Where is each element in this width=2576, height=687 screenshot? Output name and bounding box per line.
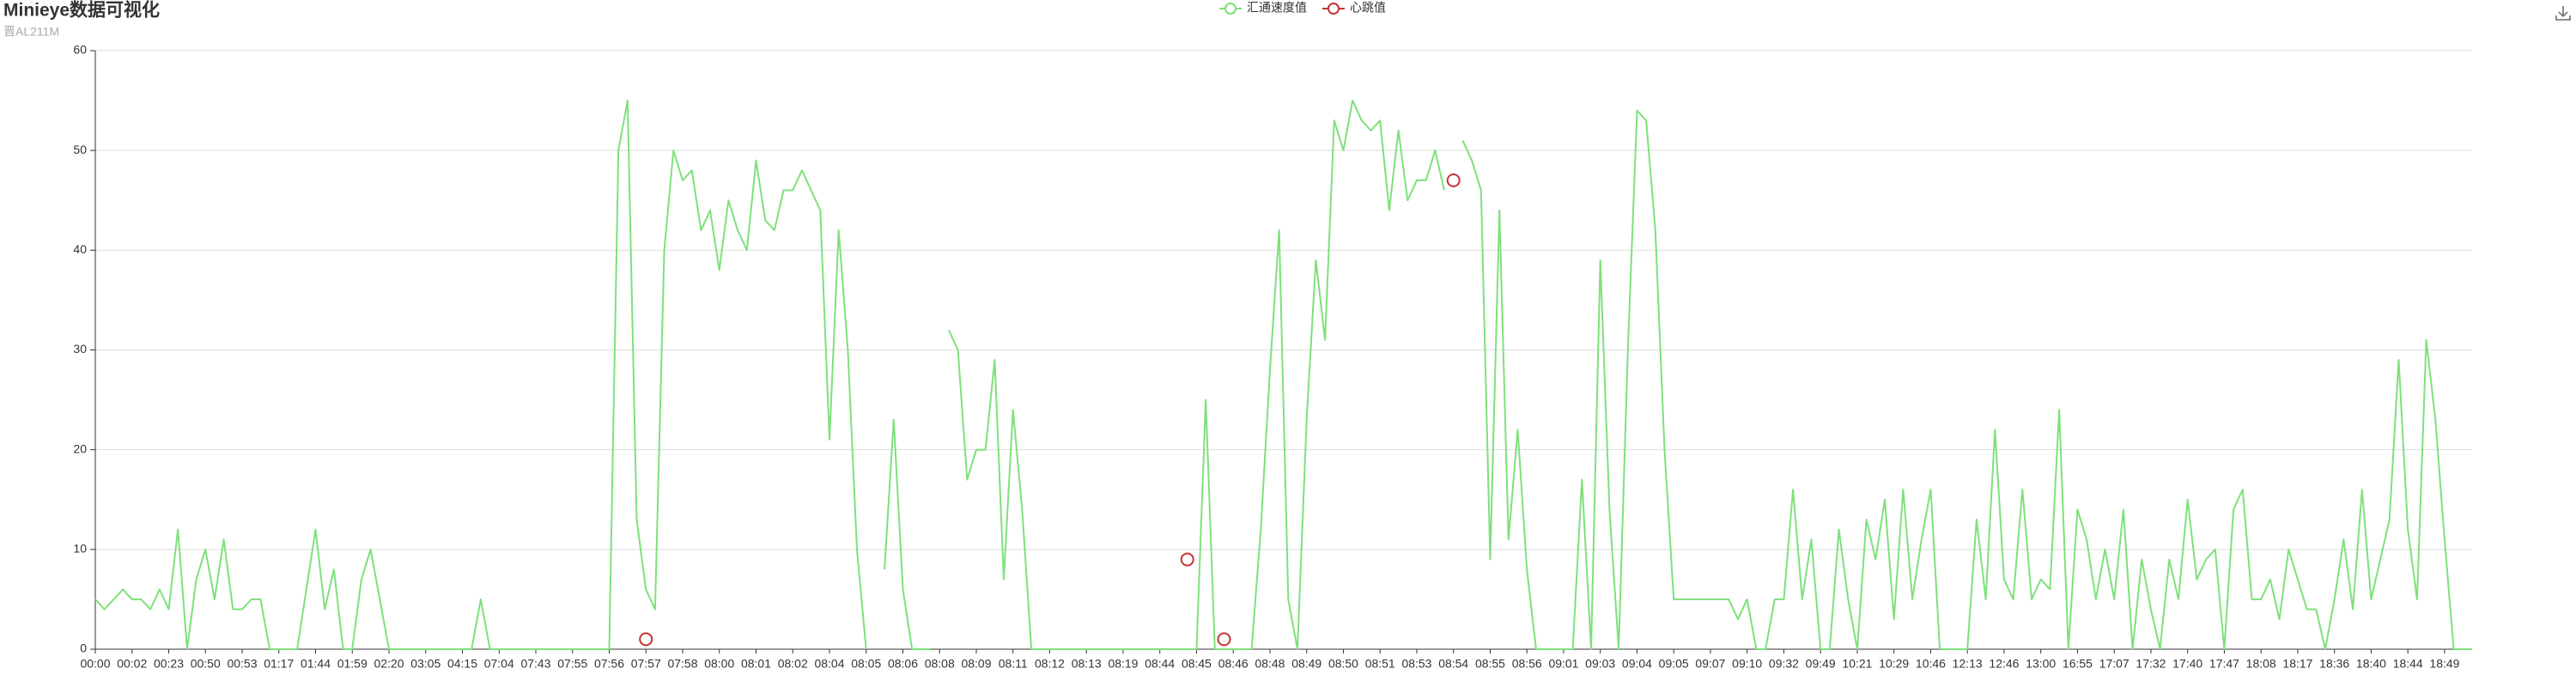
x-tick-label: 00:50: [191, 657, 221, 671]
x-tick-label: 09:32: [1769, 657, 1799, 671]
legend-symbol: [1327, 3, 1340, 15]
x-tick-label: 00:23: [154, 657, 184, 671]
x-tick-label: 09:04: [1622, 657, 1652, 671]
download-icon[interactable]: [2555, 6, 2571, 21]
x-tick-label: 08:08: [925, 657, 955, 671]
x-tick-label: 08:53: [1401, 657, 1431, 671]
x-tick-label: 09:05: [1659, 657, 1689, 671]
x-tick-label: 09:49: [1806, 657, 1836, 671]
x-tick-label: 08:02: [778, 657, 808, 671]
x-tick-label: 10:46: [1916, 657, 1946, 671]
x-tick-label: 01:44: [301, 657, 331, 671]
x-tick-label: 09:03: [1585, 657, 1615, 671]
y-tick-label: 20: [73, 441, 87, 455]
x-tick-label: 17:07: [2099, 657, 2129, 671]
x-tick-label: 12:46: [1989, 657, 2019, 671]
x-tick-label: 08:45: [1182, 657, 1212, 671]
x-tick-label: 08:56: [1512, 657, 1542, 671]
x-tick-label: 10:21: [1842, 657, 1872, 671]
x-tick-label: 18:36: [2319, 657, 2349, 671]
x-tick-label: 07:43: [520, 657, 550, 671]
x-tick-label: 18:40: [2356, 657, 2386, 671]
x-tick-label: 08:01: [741, 657, 771, 671]
x-tick-label: 08:09: [961, 657, 991, 671]
series-point: [1180, 552, 1194, 567]
x-tick-label: 00:53: [227, 657, 257, 671]
x-tick-label: 13:00: [2026, 657, 2056, 671]
y-tick-label: 40: [73, 242, 87, 256]
x-tick-label: 08:48: [1255, 657, 1285, 671]
x-tick-label: 08:50: [1328, 657, 1358, 671]
download-glyph[interactable]: [2555, 6, 2571, 21]
series-point: [639, 632, 653, 647]
x-tick-label: 07:57: [631, 657, 661, 671]
x-tick-label: 18:49: [2429, 657, 2459, 671]
x-tick-label: 08:04: [814, 657, 844, 671]
series-point: [1446, 173, 1461, 188]
x-tick-label: 03:05: [410, 657, 440, 671]
chart-title: Minieye数据可视化: [3, 0, 160, 21]
x-tick-label: 08:13: [1072, 657, 1102, 671]
x-tick-label: 09:10: [1732, 657, 1762, 671]
x-tick-label: 08:11: [999, 657, 1028, 671]
x-tick-label: 07:04: [484, 657, 514, 671]
x-tick-label: 12:13: [1953, 657, 1983, 671]
x-tick-label: 08:00: [704, 657, 734, 671]
x-tick-label: 07:56: [594, 657, 624, 671]
x-tick-label: 00:00: [80, 657, 110, 671]
x-tick-label: 18:08: [2246, 657, 2276, 671]
legend-label: 心跳值: [1350, 1, 1386, 15]
x-tick-label: 04:15: [447, 657, 477, 671]
x-tick-label: 08:54: [1438, 657, 1468, 671]
x-tick-label: 17:47: [2209, 657, 2239, 671]
legend-symbol: [1224, 3, 1236, 15]
y-tick-label: 50: [73, 143, 87, 156]
x-tick-label: 02:20: [374, 657, 404, 671]
x-tick-label: 07:55: [557, 657, 587, 671]
x-tick-label: 16:55: [2063, 657, 2093, 671]
x-tick-label: 08:05: [851, 657, 881, 671]
x-tick-label: 18:44: [2393, 657, 2423, 671]
x-tick-label: 17:32: [2136, 657, 2166, 671]
y-tick-label: 60: [73, 43, 87, 57]
y-tick-label: 10: [73, 542, 87, 556]
y-tick-label: 30: [73, 342, 87, 356]
x-tick-label: 01:59: [337, 657, 368, 671]
legend-label: 汇通速度值: [1247, 1, 1307, 15]
x-tick-label: 08:51: [1365, 657, 1395, 671]
x-tick-label: 08:44: [1145, 657, 1175, 671]
x-tick-label: 09:01: [1548, 657, 1578, 671]
x-tick-label: 07:58: [667, 657, 697, 671]
x-tick-label: 08:06: [888, 657, 918, 671]
y-tick-label: 0: [80, 641, 87, 655]
x-tick-label: 08:12: [1035, 657, 1065, 671]
series-line: [94, 100, 2472, 650]
x-tick-label: 08:55: [1475, 657, 1505, 671]
x-tick-label: 00:02: [117, 657, 147, 671]
x-tick-label: 09:07: [1695, 657, 1725, 671]
x-tick-label: 17:40: [2172, 657, 2202, 671]
x-tick-label: 08:49: [1291, 657, 1321, 671]
legend: 汇通速度值 心跳值: [1219, 1, 1386, 15]
series-point: [1217, 632, 1231, 647]
x-tick-label: 01:17: [264, 657, 294, 671]
x-tick-label: 08:46: [1218, 657, 1249, 671]
x-tick-label: 10:29: [1879, 657, 1909, 671]
x-tick-label: 08:19: [1108, 657, 1138, 671]
chart-subtitle: 晋AL211M: [3, 25, 59, 39]
x-tick-label: 18:17: [2282, 657, 2312, 671]
